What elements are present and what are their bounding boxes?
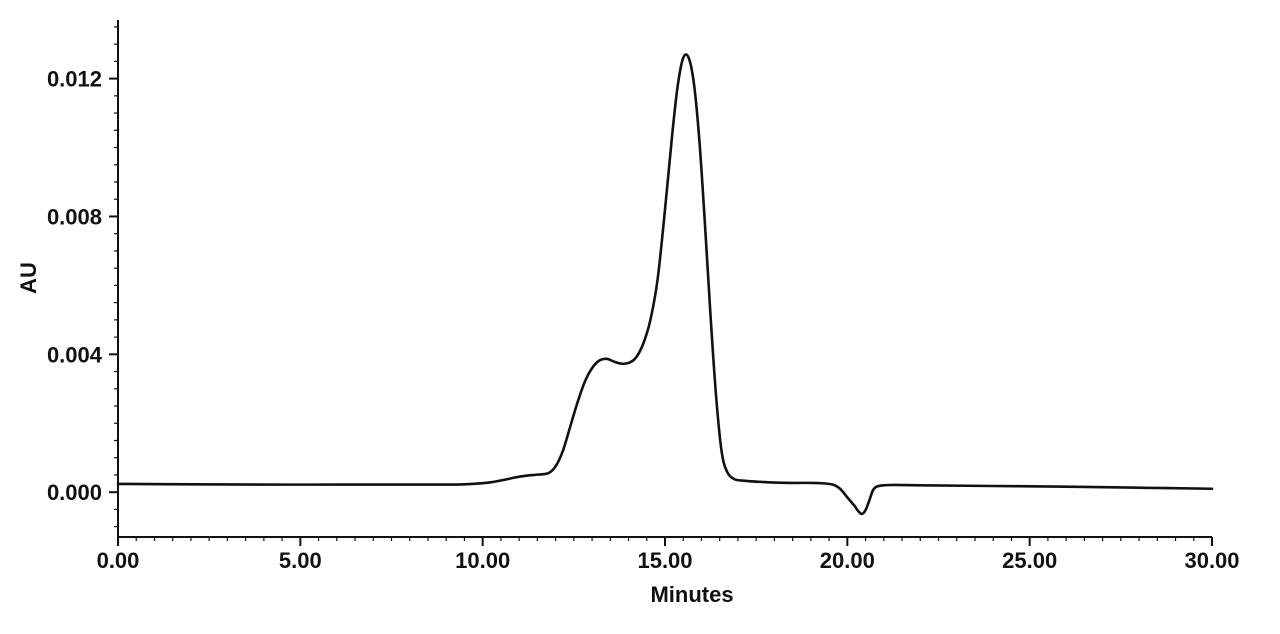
y-tick-label: 0.008: [47, 204, 102, 229]
y-tick-label: 0.004: [47, 342, 103, 367]
y-tick-label: 0.012: [47, 67, 102, 92]
y-axis-title: AU: [16, 262, 41, 294]
x-tick-label: 30.00: [1184, 548, 1239, 573]
chromatogram-trace: [116, 53, 1214, 516]
x-tick-label: 15.00: [637, 548, 692, 573]
x-tick-label: 5.00: [279, 548, 322, 573]
x-axis-title: Minutes: [650, 582, 733, 607]
x-tick-label: 20.00: [820, 548, 875, 573]
x-tick-label: 25.00: [1002, 548, 1057, 573]
y-tick-label: 0.000: [47, 480, 102, 505]
x-tick-label: 0.00: [97, 548, 140, 573]
axis-ticks: [109, 26, 1213, 546]
tick-labels: 0.00 5.00 10.00 15.00 20.00 25.00 30.00 0.000 0.…: [47, 67, 1240, 573]
x-tick-label: 10.00: [455, 548, 510, 573]
